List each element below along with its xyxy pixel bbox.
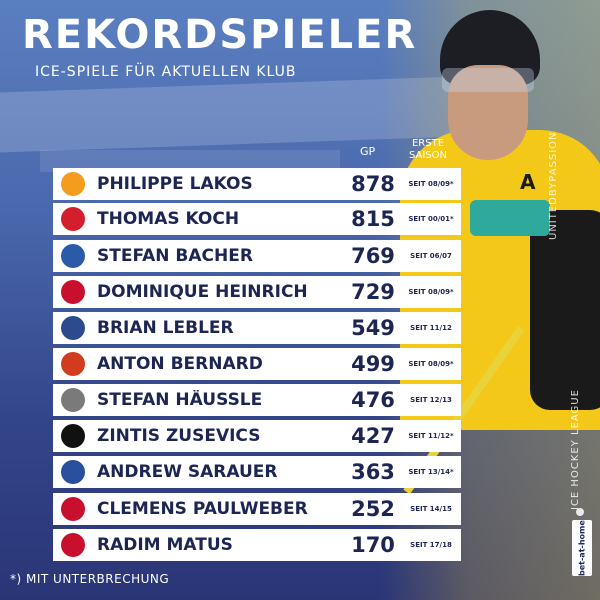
- tesla-orli-znojmo-icon: [61, 533, 85, 557]
- player-name: PHILIPPE LAKOS: [97, 174, 253, 194]
- graz-99ers-eagle-icon: [61, 388, 85, 412]
- graz-99ers-icon: [61, 424, 85, 448]
- first-season: SEIT 08/09*: [408, 288, 454, 296]
- player-name: ZINTIS ZUSEVICS: [97, 426, 261, 446]
- player-name: THOMAS KOCH: [97, 209, 240, 229]
- page-title: REKORDSPIELER: [22, 12, 418, 58]
- player-visor: [442, 68, 534, 92]
- team-logo-cell: [53, 420, 93, 452]
- team-logo-cell: [53, 456, 93, 488]
- player-name: STEFAN BACHER: [97, 246, 253, 266]
- team-logo-cell: [53, 168, 93, 200]
- first-season: SEIT 00/01*: [408, 215, 454, 223]
- games-played: 252: [351, 497, 395, 521]
- player-name: RADIM MATUS: [97, 535, 233, 555]
- column-header-gp: GP: [360, 145, 376, 158]
- player-row: ZINTIS ZUSEVICS 427 SEIT 11/12*: [53, 420, 461, 452]
- player-glove: [530, 210, 600, 410]
- black-wings-linz-icon: [61, 316, 85, 340]
- league-logo-icon: [576, 508, 584, 516]
- player-row: BRIAN LEBLER 549 SEIT 11/12: [53, 312, 461, 344]
- first-season: SEIT 06/07: [410, 252, 452, 260]
- team-logo-cell: [53, 493, 93, 525]
- sponsor-logo: bet-at-home: [572, 520, 592, 576]
- games-played: 499: [351, 352, 395, 376]
- games-played: 549: [351, 316, 395, 340]
- first-season: SEIT 13/14*: [408, 468, 454, 476]
- first-season: SEIT 08/09*: [408, 360, 454, 368]
- vienna-capitals-icon: [61, 172, 85, 196]
- games-played: 815: [351, 207, 395, 231]
- team-logo-cell: [53, 384, 93, 416]
- first-season: SEIT 11/12: [410, 324, 452, 332]
- games-played: 363: [351, 460, 395, 484]
- games-played: 769: [351, 244, 395, 268]
- first-season: SEIT 12/13: [410, 396, 452, 404]
- kac-icon: [61, 207, 85, 231]
- vsv-icon: [61, 244, 85, 268]
- first-season: SEIT 08/09*: [408, 180, 454, 188]
- player-name: CLEMENS PAULWEBER: [97, 499, 308, 519]
- games-played: 878: [351, 172, 395, 196]
- page-subtitle: ICE-SPIELE FÜR AKTUELLEN KLUB: [35, 64, 297, 80]
- player-row: STEFAN HÄUSSLE 476 SEIT 12/13: [53, 384, 461, 416]
- innsbruck-icon: [61, 497, 85, 521]
- first-season: SEIT 17/18: [410, 541, 452, 549]
- team-logo-cell: [53, 240, 93, 272]
- team-logo-cell: [53, 529, 93, 561]
- team-logo-cell: [53, 312, 93, 344]
- player-name: STEFAN HÄUSSLE: [97, 390, 263, 410]
- team-logo-cell: [53, 276, 93, 308]
- column-header-season: ERSTE SAISON: [408, 138, 448, 161]
- team-logo-cell: [53, 348, 93, 380]
- bolzano-foxes-icon: [61, 352, 85, 376]
- dornbirn-icon: [61, 460, 85, 484]
- footnote: *) MIT UNTERBRECHUNG: [10, 572, 170, 586]
- player-row: ANDREW SARAUER 363 SEIT 13/14*: [53, 456, 461, 488]
- games-played: 476: [351, 388, 395, 412]
- player-row: ANTON BERNARD 499 SEIT 08/09*: [53, 348, 461, 380]
- tagline-watermark: UNITEDBYPASSION: [548, 131, 559, 240]
- jersey-sponsor: [470, 200, 550, 236]
- player-row: THOMAS KOCH 815 SEIT 00/01*: [53, 203, 461, 235]
- player-row: DOMINIQUE HEINRICH 729 SEIT 08/09*: [53, 276, 461, 308]
- red-bull-salzburg-icon: [61, 280, 85, 304]
- player-row: RADIM MATUS 170 SEIT 17/18: [53, 529, 461, 561]
- player-name: ANDREW SARAUER: [97, 462, 278, 482]
- rink-board-lower: [40, 150, 340, 172]
- player-face: [448, 65, 528, 160]
- player-row: PHILIPPE LAKOS 878 SEIT 08/09*: [53, 168, 461, 200]
- player-name: DOMINIQUE HEINRICH: [97, 282, 308, 302]
- first-season: SEIT 14/15: [410, 505, 452, 513]
- player-row: STEFAN BACHER 769 SEIT 06/07: [53, 240, 461, 272]
- games-played: 427: [351, 424, 395, 448]
- first-season: SEIT 11/12*: [408, 432, 454, 440]
- games-played: 170: [351, 533, 395, 557]
- games-played: 729: [351, 280, 395, 304]
- player-row: CLEMENS PAULWEBER 252 SEIT 14/15: [53, 493, 461, 525]
- team-logo-cell: [53, 203, 93, 235]
- captain-letter: A: [520, 170, 536, 194]
- league-watermark: ICE HOCKEY LEAGUE: [570, 389, 581, 510]
- player-name: ANTON BERNARD: [97, 354, 263, 374]
- player-name: BRIAN LEBLER: [97, 318, 234, 338]
